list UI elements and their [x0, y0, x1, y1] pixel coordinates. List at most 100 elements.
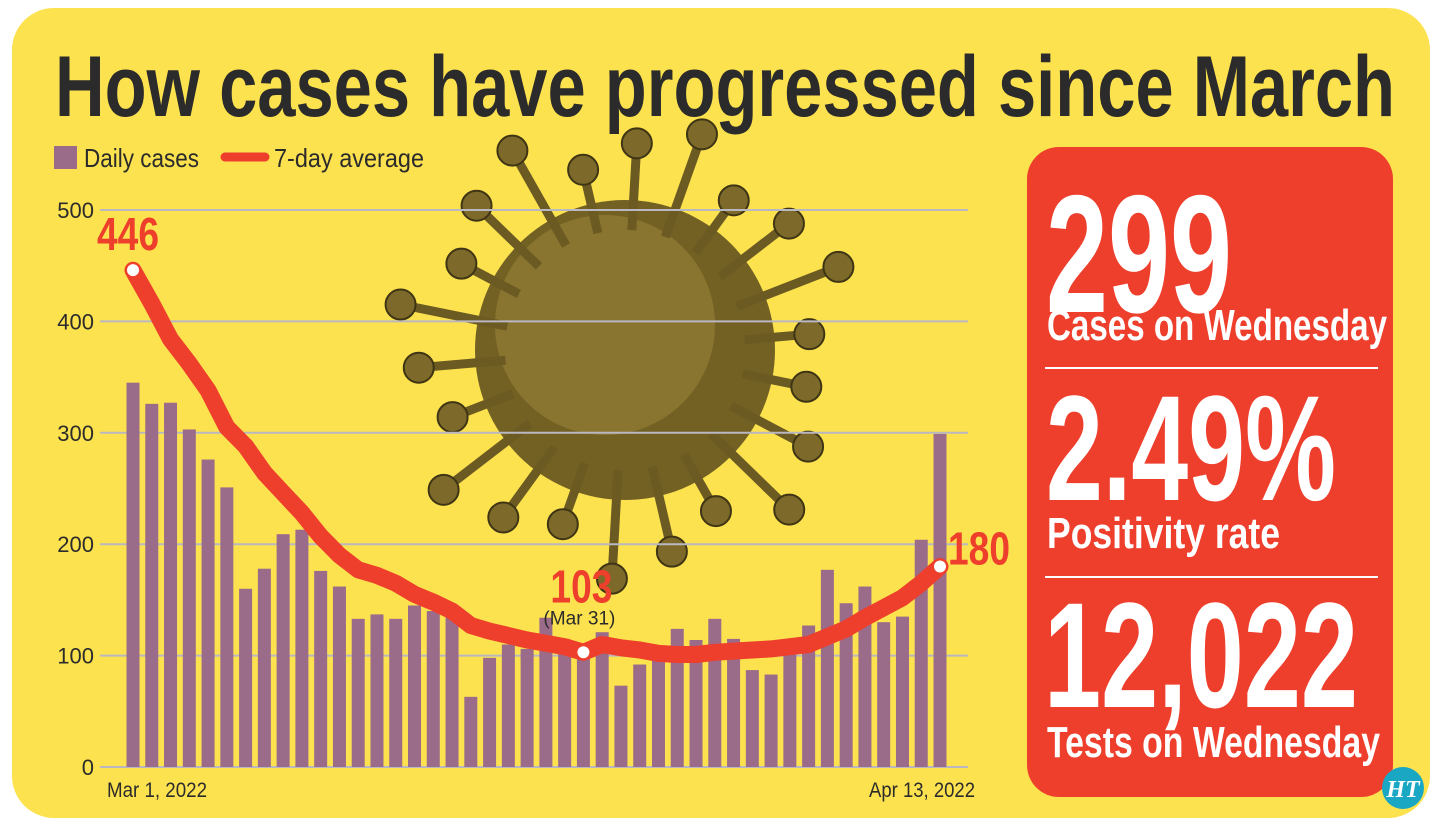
bar-daily-cases [464, 696, 478, 767]
bar-daily-cases [257, 568, 271, 767]
stat-cases-value: 299 [1046, 160, 1232, 348]
virus-spike-head [496, 134, 529, 167]
virus-spike-head [487, 501, 520, 534]
virus-spike-head [772, 207, 805, 240]
bar-daily-cases [895, 616, 909, 767]
line-series-7-day-average [124, 261, 949, 663]
annotation-value: 103 [550, 560, 612, 612]
bar-series-daily-cases [126, 382, 947, 767]
bar-daily-cases [933, 433, 947, 767]
annotation-value: 446 [97, 208, 159, 260]
bar-daily-cases [370, 614, 384, 767]
bar-daily-cases [764, 674, 778, 767]
bar-daily-cases [145, 403, 159, 767]
bar-daily-cases [220, 487, 234, 767]
stat-positivity-label: Positivity rate [1047, 509, 1280, 558]
annotations: 446 103(Mar 31) 180 [97, 208, 1010, 661]
bar-daily-cases [783, 650, 797, 767]
bar-daily-cases [239, 588, 253, 767]
bar-daily-cases [501, 644, 515, 767]
bar-daily-cases [314, 570, 328, 767]
virus-spike-head [655, 535, 688, 568]
stat-tests-value: 12,022 [1044, 571, 1358, 739]
bar-daily-cases [426, 611, 440, 767]
bar-daily-cases [914, 539, 928, 767]
virus-spike-head [790, 370, 823, 403]
virus-spike [707, 430, 793, 513]
bar-daily-cases [576, 655, 590, 767]
y-tick-label: 200 [57, 532, 94, 557]
virus-spike-head [595, 562, 628, 595]
virus-spike-head [717, 184, 750, 217]
virus-spike-head [460, 189, 493, 222]
virus-spike-head [792, 430, 825, 463]
virus-spike-head [685, 118, 718, 151]
virus-spike-head [699, 495, 732, 528]
bar-daily-cases [351, 618, 365, 767]
virus-spike-head [620, 127, 653, 160]
virus-spike [399, 300, 509, 331]
legend: Daily cases 7-day average [54, 143, 424, 173]
virus-spike [508, 148, 570, 248]
x-label-start: Mar 1, 2022 [107, 779, 207, 802]
virus-spike [661, 132, 707, 239]
y-tick-label: 400 [57, 309, 94, 334]
bar-daily-cases [727, 638, 741, 767]
bar-daily-cases [389, 618, 403, 767]
x-label-end: Apr 13, 2022 [869, 779, 975, 802]
virus-spike-head [436, 401, 469, 434]
bar-daily-cases [520, 648, 534, 767]
annotation-point [575, 644, 592, 661]
bar-daily-cases [802, 625, 816, 767]
ht-logo: HT [1382, 767, 1424, 809]
stat-cases-label: Cases on Wednesday [1047, 301, 1387, 350]
stats-panel: 299 Cases on Wednesday 2.49% Positivity … [1027, 147, 1393, 797]
stat-positivity-value: 2.49% [1046, 364, 1336, 532]
line-7-day-average [124, 261, 949, 663]
bar-daily-cases [164, 402, 178, 767]
virus-spike-head [567, 153, 600, 186]
bar-daily-cases [820, 569, 834, 767]
virus-spike [735, 262, 841, 311]
bar-daily-cases [689, 640, 703, 767]
virus-illustration-icon [384, 118, 855, 595]
annotation-sublabel: (Mar 31) [543, 608, 615, 629]
bar-daily-cases [182, 429, 196, 767]
virus-spike-head [773, 493, 806, 526]
logo-circle [1382, 767, 1424, 809]
bar-daily-cases [558, 650, 572, 767]
virus-spike-head [427, 473, 460, 506]
legend-swatch-daily-cases [54, 146, 77, 169]
y-tick-label: 300 [57, 421, 94, 446]
logo-text: HT [1385, 777, 1421, 803]
annotation-point [932, 558, 948, 575]
bar-daily-cases [126, 382, 140, 767]
bar-daily-cases [539, 617, 553, 767]
bar-daily-cases [408, 605, 422, 767]
virus-spike-head [546, 508, 579, 541]
y-tick-label: 0 [82, 755, 94, 780]
bar-daily-cases [745, 670, 759, 767]
bar-daily-cases [633, 664, 647, 767]
bar-daily-cases [651, 660, 665, 767]
bar-daily-cases [877, 622, 891, 767]
bar-daily-cases [614, 685, 628, 767]
virus-spike [440, 419, 533, 494]
bar-daily-cases [595, 632, 609, 767]
bar-daily-cases [670, 628, 684, 767]
virus-spike-head [384, 288, 417, 321]
stats-panel-background [1027, 147, 1393, 797]
y-tick-label: 100 [57, 644, 94, 669]
legend-label-daily-cases: Daily cases [84, 143, 199, 173]
virus-spike-head [445, 247, 478, 280]
bar-daily-cases [201, 459, 215, 767]
y-axis: 0 100 200 300 400 500 [57, 198, 94, 780]
bar-daily-cases [708, 618, 722, 767]
virus-spike [607, 469, 623, 579]
stat-tests-label: Tests on Wednesday [1047, 718, 1380, 767]
virus-spike-head [822, 250, 855, 283]
bar-daily-cases [839, 603, 853, 767]
chart-title: How cases have progressed since March [55, 39, 1395, 135]
virus-spike-head [793, 318, 826, 351]
